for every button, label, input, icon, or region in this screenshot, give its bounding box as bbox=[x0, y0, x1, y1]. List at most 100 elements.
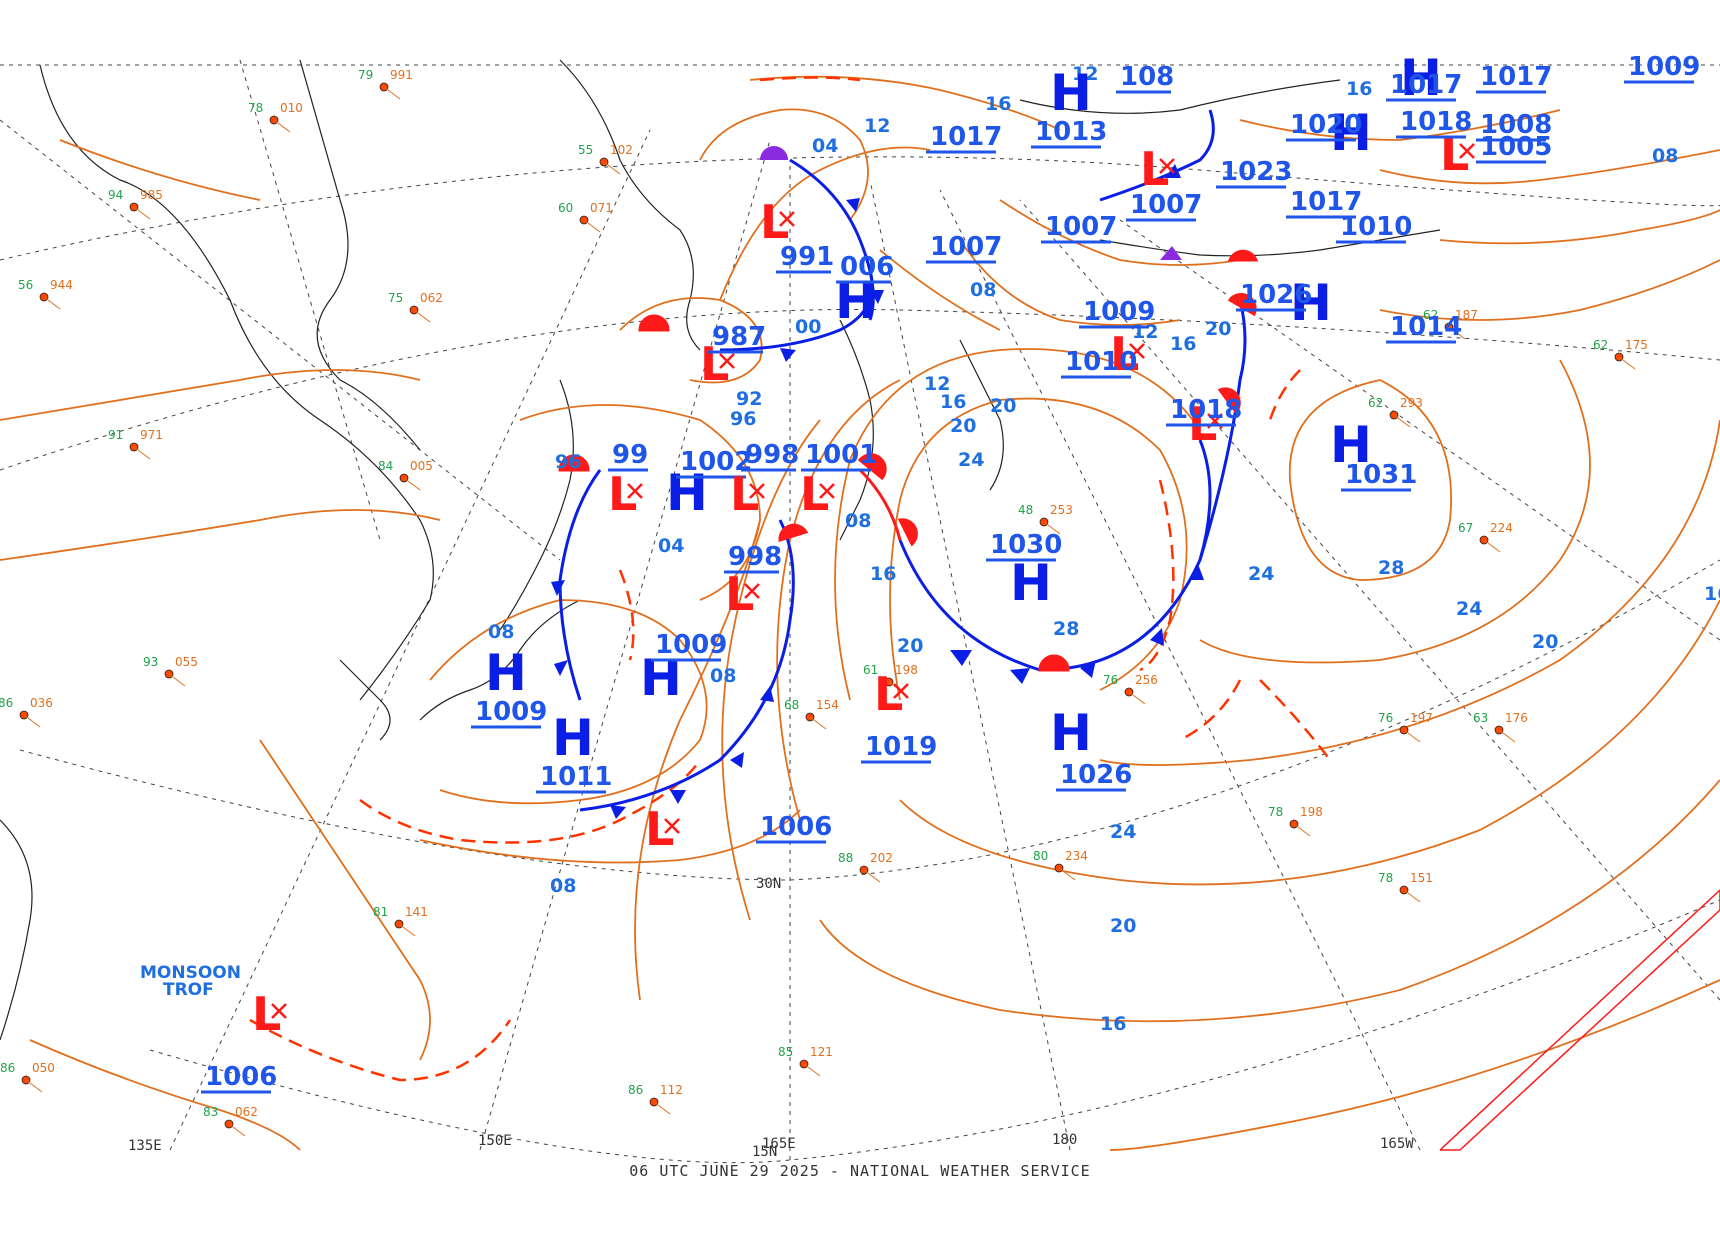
obs-7-pressure: 036 bbox=[30, 696, 53, 710]
press-1009-n-value: 1009 bbox=[1083, 297, 1155, 327]
low-1018-value: 1018 bbox=[1170, 395, 1242, 425]
iso-20-b: 20 bbox=[990, 395, 1016, 417]
high-1020-letter: H bbox=[1330, 104, 1372, 162]
obs-22-wind-barb bbox=[1618, 356, 1636, 370]
iso-24-d: 24 bbox=[1110, 821, 1136, 843]
obs-1: 78 010 bbox=[248, 101, 303, 133]
obs-14-temp: 78 bbox=[1268, 805, 1283, 819]
iso-12-c: 12 bbox=[924, 373, 950, 395]
obs-15-pressure: 234 bbox=[1065, 849, 1088, 863]
obs-10-wind-barb bbox=[603, 161, 621, 175]
obs-11-temp: 62 bbox=[1368, 396, 1383, 410]
iso-08-south: 08 bbox=[550, 875, 576, 897]
obs-8-wind-barb bbox=[168, 673, 186, 687]
grid-label-lon-180: 180 bbox=[1052, 1132, 1077, 1148]
obs-24-temp: 76 bbox=[1103, 673, 1118, 687]
obs-26-pressure: 176 bbox=[1505, 711, 1528, 725]
grid-label-lon-150e: 150E bbox=[478, 1133, 512, 1149]
high-1030-letter: H bbox=[1010, 554, 1052, 612]
obs-16-temp: 81 bbox=[373, 905, 388, 919]
low-1019-value: 1019 bbox=[865, 732, 937, 762]
obs-1-pressure: 010 bbox=[280, 101, 303, 115]
obs-23-wind-barb bbox=[1043, 521, 1061, 535]
obs-21-pressure: 187 bbox=[1455, 308, 1478, 322]
obs-3-wind-barb bbox=[133, 206, 151, 220]
low-99-x-mark bbox=[627, 483, 643, 499]
obs-18-temp: 86 bbox=[0, 1061, 15, 1075]
press-1017-c-value: 1017 bbox=[1290, 187, 1362, 217]
obs-23: 48 253 bbox=[1018, 503, 1073, 535]
low-99-value: 99 bbox=[612, 440, 648, 470]
high-1030-value: 1030 bbox=[990, 530, 1062, 560]
obs-25-pressure: 151 bbox=[1410, 871, 1433, 885]
obs-28-temp: 88 bbox=[838, 851, 853, 865]
obs-7-temp: 86 bbox=[0, 696, 13, 710]
low-987-value: 987 bbox=[712, 322, 766, 352]
obs-22: 62 175 bbox=[1593, 338, 1648, 370]
iso-04-mid: 04 bbox=[658, 535, 684, 557]
high-1017-ne-value: 1017 bbox=[1390, 70, 1462, 100]
obs-8-temp: 93 bbox=[143, 655, 158, 669]
obs-12-pressure: 224 bbox=[1490, 521, 1513, 535]
iso-28-a: 28 bbox=[1053, 618, 1079, 640]
press-1008-value: 1008 bbox=[1480, 110, 1552, 140]
obs-10: 55 102 bbox=[578, 143, 633, 175]
iso-08-ne: 08 bbox=[1652, 145, 1678, 167]
press-1007-b-value: 1007 bbox=[930, 232, 1002, 262]
obs-27-pressure: 154 bbox=[816, 698, 839, 712]
iso-16-south: 16 bbox=[1100, 1013, 1126, 1035]
obs-17-wind-barb bbox=[803, 1063, 821, 1077]
high-1017-ne-letter: H bbox=[1400, 49, 1442, 107]
grid-label-lon-165w: 165W bbox=[1380, 1136, 1414, 1152]
obs-28: 88 202 bbox=[838, 851, 893, 883]
isobars bbox=[0, 75, 1720, 1151]
high-1020-value: 1020 bbox=[1290, 110, 1362, 140]
low-1006-monsoon-value: 1006 bbox=[205, 1062, 277, 1092]
iso-16-top: 16 bbox=[985, 93, 1011, 115]
low-1001-x-mark bbox=[819, 483, 835, 499]
obs-18: 86 050 bbox=[0, 1061, 55, 1093]
obs-27-wind-barb bbox=[809, 716, 827, 730]
iso-08-d: 08 bbox=[970, 279, 996, 301]
obs-19-temp: 83 bbox=[203, 1105, 218, 1119]
obs-28-pressure: 202 bbox=[870, 851, 893, 865]
obs-9-pressure: 071 bbox=[590, 201, 613, 215]
iso-00: 00 bbox=[795, 316, 821, 338]
obs-15-temp: 80 bbox=[1033, 849, 1048, 863]
iso-12-top: 12 bbox=[864, 115, 890, 137]
obs-14: 78 198 bbox=[1268, 805, 1323, 837]
coastlines bbox=[0, 59, 1441, 1041]
iso-24-b: 24 bbox=[1248, 563, 1274, 585]
iso-16-far: 16 bbox=[1704, 583, 1720, 605]
obs-13-pressure: 197 bbox=[1410, 711, 1433, 725]
obs-2: 79 991 bbox=[358, 68, 413, 100]
press-1017-top-value: 1017 bbox=[1480, 62, 1552, 92]
iso-16-c: 16 bbox=[1170, 333, 1196, 355]
obs-5-pressure: 062 bbox=[420, 291, 443, 305]
monsoon-label-line1: MONSOON bbox=[140, 963, 241, 983]
iso-08-mid: 08 bbox=[710, 665, 736, 687]
high-006-value: 006 bbox=[840, 252, 894, 282]
press-1014-value: 1014 bbox=[1390, 312, 1462, 342]
iso-20-a: 20 bbox=[1205, 318, 1231, 340]
obs-2-pressure: 991 bbox=[390, 68, 413, 82]
obs-20-wind-barb bbox=[653, 1101, 671, 1115]
obs-29-temp: 61 bbox=[863, 663, 878, 677]
obs-2-temp: 79 bbox=[358, 68, 373, 82]
obs-25-temp: 78 bbox=[1378, 871, 1393, 885]
iso-20-e: 20 bbox=[1532, 631, 1558, 653]
monsoon-label-line2: TROF bbox=[163, 980, 214, 1000]
graticule bbox=[0, 59, 1720, 1164]
obs-6-temp: 91 bbox=[108, 428, 123, 442]
obs-4-temp: 56 bbox=[18, 278, 33, 292]
obs-4-pressure: 944 bbox=[50, 278, 73, 292]
obs-27-temp: 68 bbox=[784, 698, 799, 712]
obs-3-temp: 94 bbox=[108, 188, 123, 202]
iso-04-top: 04 bbox=[812, 135, 838, 157]
obs-4: 56 944 bbox=[18, 278, 73, 310]
low-998-a-x-mark bbox=[749, 483, 765, 499]
iso-28-b: 28 bbox=[1378, 557, 1404, 579]
obs-28-wind-barb bbox=[863, 869, 881, 883]
iso-24-a: 24 bbox=[958, 449, 984, 471]
high-1011-value: 1011 bbox=[540, 762, 612, 792]
